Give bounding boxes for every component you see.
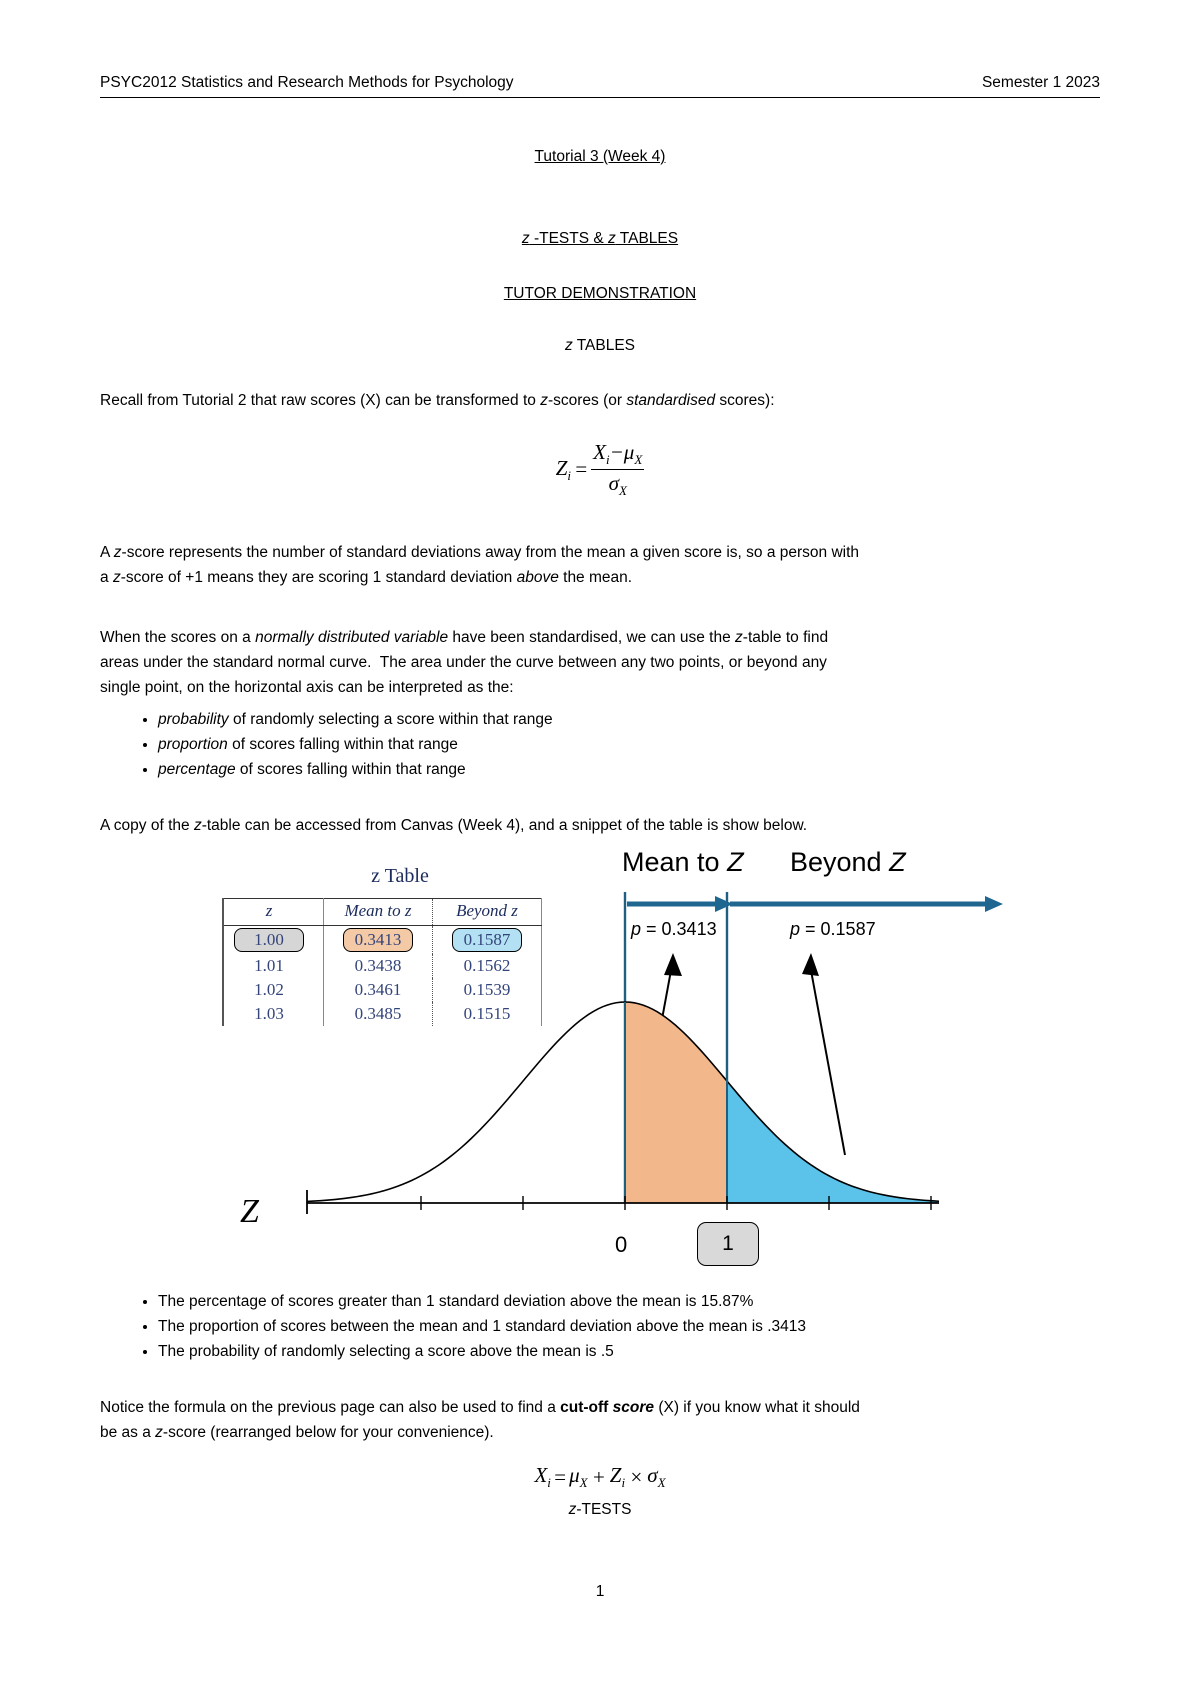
svg-text:Mean to Z: Mean to Z <box>622 847 745 877</box>
svg-text:p = 0.1587: p = 0.1587 <box>789 919 876 939</box>
svg-text:Z: Z <box>240 1193 260 1230</box>
svg-text:0: 0 <box>615 1232 627 1257</box>
svg-text:Beyond Z: Beyond Z <box>790 847 907 877</box>
svg-text:p = 0.3413: p = 0.3413 <box>630 919 717 939</box>
